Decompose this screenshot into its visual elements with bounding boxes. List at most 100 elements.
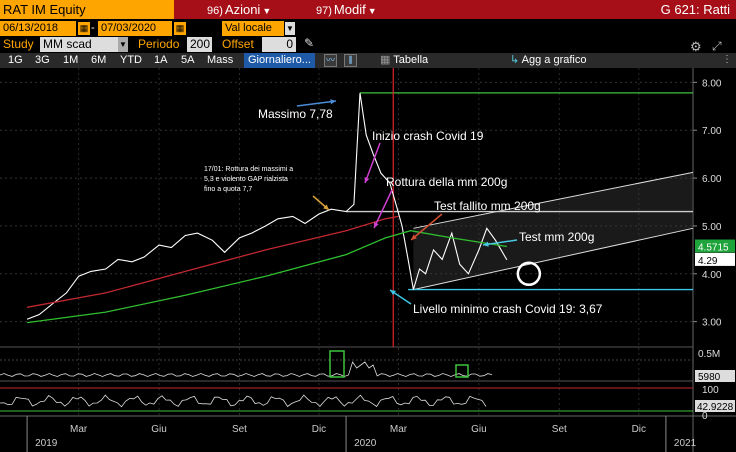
- y-tick-label: 6.00: [702, 174, 722, 185]
- trend-channel: [413, 171, 694, 291]
- line-chart-icon[interactable]: 〰: [324, 54, 337, 67]
- volume-label-box: [695, 370, 735, 382]
- x-month-label: Set: [552, 424, 567, 435]
- volume-last-label: 5980: [698, 372, 721, 383]
- annotation-failed-test: Test fallito mm 200g: [434, 199, 541, 213]
- vertical-dots-icon[interactable]: ⋮: [722, 54, 732, 65]
- annotation-arrow-head: [411, 234, 417, 240]
- zoom-1m-button[interactable]: 1M: [63, 54, 79, 66]
- period-label: Periodo: [138, 37, 180, 51]
- annotation-ma-break: Rottura della mm 200g: [386, 175, 507, 189]
- zoom-1g-button[interactable]: 1G: [8, 54, 23, 66]
- ticker-field[interactable]: RAT IM Equity: [0, 0, 174, 19]
- zoom-6m-button[interactable]: 6M: [91, 54, 107, 66]
- study-select[interactable]: MM scad: [40, 37, 118, 52]
- x-month-label: Mar: [390, 424, 408, 435]
- price-label-box: [695, 252, 735, 266]
- price-chart[interactable]: 0.5M 5980 100 042.9228 3.00 4.00 5.00 6.00 7.0…: [0, 68, 736, 452]
- table-button[interactable]: ▦ Tabella: [380, 53, 428, 68]
- x-year-label: 2019: [35, 438, 58, 449]
- annotation-arrow: [364, 142, 381, 184]
- annotation-crash-start: Inizio crash Covid 19: [372, 129, 484, 143]
- y-tick-label: 8.00: [702, 78, 722, 89]
- title-bar: RAT IM Equity 96) Azioni ▼ 97) Modif ▼ G 621…: [0, 0, 736, 19]
- annotation-massimo: Massimo 7,78: [258, 107, 333, 121]
- volume-tick-label: 0.5M: [698, 349, 720, 360]
- annotation-arrow-head: [373, 222, 379, 228]
- pen-icon[interactable]: ✎: [304, 36, 315, 50]
- gridlines: [0, 68, 693, 416]
- rsi-tick-label: 100: [702, 385, 719, 396]
- y-tick-label: 5.00: [702, 222, 722, 233]
- channel-lower-line: [413, 227, 694, 291]
- current-price-marker: [516, 261, 542, 287]
- calendar-icon[interactable]: ▦: [174, 22, 186, 35]
- x-month-label: Giu: [471, 424, 487, 435]
- zoom-1a-button[interactable]: 1A: [154, 54, 168, 66]
- offset-label: Offset: [222, 37, 254, 51]
- range-toolbar: 1G 3G 1M 6M YTD 1A 5A Mass Giornaliero..…: [0, 53, 736, 68]
- annotation-arrow: [410, 213, 443, 241]
- volume-panel: 0.5M 5980: [0, 349, 735, 383]
- annotation-arrow: [296, 100, 337, 107]
- actions-menu[interactable]: 96) Azioni ▼: [207, 0, 271, 19]
- rsi-line: [0, 394, 487, 408]
- annotation-arrow: [373, 189, 393, 229]
- ma-price-label: 4.5715: [698, 243, 729, 254]
- annotation-jan17: 17/01: Rottura dei massimi a: [204, 166, 293, 173]
- date-to-field[interactable]: 07/03/2020: [98, 21, 172, 36]
- add-to-chart-label: Agg a grafico: [521, 54, 587, 66]
- chevron-down-icon[interactable]: ▼: [285, 22, 295, 35]
- chevron-down-icon[interactable]: ▼: [118, 37, 128, 52]
- table-icon: ▦: [380, 54, 394, 66]
- currency-select[interactable]: Val locale: [222, 21, 284, 36]
- rsi-label-box: [695, 400, 735, 412]
- daily-select[interactable]: Giornaliero...: [244, 53, 315, 68]
- annotation-arrow: [482, 239, 518, 246]
- table-label: Tabella: [393, 54, 429, 66]
- zoom-ytd-button[interactable]: YTD: [120, 54, 142, 66]
- expand-icon[interactable]: ⤢: [712, 39, 722, 53]
- zoom-5a-button[interactable]: 5A: [181, 54, 195, 66]
- period-input[interactable]: 200: [187, 37, 212, 52]
- add-to-chart-button[interactable]: ↳ Agg a grafico: [510, 53, 587, 68]
- price-line: [26, 92, 508, 320]
- last-price-label: 4.29: [698, 256, 718, 267]
- channel-fill: [413, 172, 693, 290]
- date-separator: -: [91, 22, 95, 34]
- x-year-label: 2020: [354, 438, 377, 449]
- date-from-field[interactable]: 06/13/2018: [0, 21, 76, 36]
- graph-title: G 621: Ratti: [660, 2, 730, 17]
- annotation-covid-low: Livello minimo crash Covid 19: 3,67: [413, 302, 603, 316]
- rsi-last-label: 42.9228: [697, 402, 734, 413]
- offset-input[interactable]: 0: [262, 37, 296, 52]
- chevron-down-icon: ▼: [367, 6, 377, 16]
- volume-spike-box: [329, 350, 345, 378]
- candlestick-icon[interactable]: ⫼: [344, 54, 357, 67]
- horizontal-levels: [346, 68, 693, 347]
- annotation-jan17: fino a quota 7,7: [204, 186, 252, 193]
- zoom-3g-button[interactable]: 3G: [35, 54, 50, 66]
- x-month-label: Giu: [151, 424, 167, 435]
- volume-spike-box: [455, 364, 469, 378]
- modify-menu[interactable]: 97) Modif ▼: [316, 0, 377, 19]
- annotation-ma-test: Test mm 200g: [519, 230, 594, 244]
- arrow-icon: ↳: [510, 54, 522, 66]
- zoom-max-button[interactable]: Mass: [207, 54, 234, 66]
- y-tick-label: 4.00: [702, 270, 722, 281]
- price-label-box: [695, 239, 735, 253]
- parameter-bar: 06/13/2018 ▦ - 07/03/2020 ▦ Val locale ▼…: [0, 19, 736, 54]
- annotation-arrow-head: [330, 99, 336, 105]
- axes-labels: 3.00 4.00 5.00 6.00 7.00 8.00 Mar Giu Set Dic Mar G…: [26, 78, 735, 452]
- actions-menu-number: 96): [207, 5, 223, 17]
- annotations: Massimo 7,78 17/01: Rottura dei massimi a…: [204, 99, 603, 316]
- x-month-label: Dic: [312, 424, 326, 435]
- x-year-label: 2021: [674, 438, 697, 449]
- gear-icon[interactable]: ⚙: [690, 39, 702, 54]
- x-month-label: Dic: [632, 424, 646, 435]
- chevron-down-icon: ▼: [262, 6, 272, 16]
- y-tick-label: 3.00: [702, 318, 722, 329]
- calendar-icon[interactable]: ▦: [78, 22, 90, 35]
- annotation-jan17: 5,3 e violento GAP rialzista: [204, 176, 288, 183]
- actions-menu-label: Azioni: [224, 2, 261, 17]
